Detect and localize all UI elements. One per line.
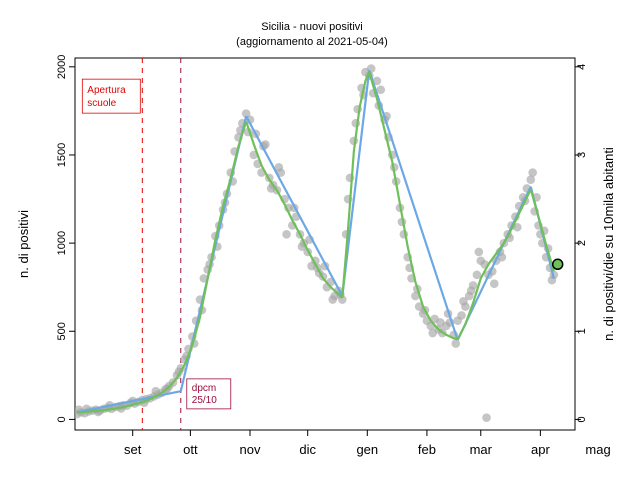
ytick-label-left: 0	[56, 416, 68, 422]
annotation-text: scuole	[87, 98, 116, 109]
xtick-label: dic	[299, 442, 316, 457]
ytick-label-left: 2000	[56, 55, 68, 79]
scatter-point	[457, 311, 466, 320]
scatter-point	[328, 295, 337, 304]
chart-background	[0, 0, 625, 500]
ylabel-left: n. di positivi	[16, 210, 31, 278]
annotation-text: Apertura	[87, 85, 126, 96]
scatter-point	[282, 230, 291, 239]
chart-title-2: (aggiornamento al 2021-05-04)	[236, 36, 388, 48]
xtick-label: nov	[240, 442, 261, 457]
xtick-label: mar	[470, 442, 493, 457]
xtick-label: gen	[356, 442, 378, 457]
scatter-point	[428, 329, 437, 338]
scatter-point	[459, 297, 468, 306]
xtick-label: set	[124, 442, 142, 457]
annotation-text: 25/10	[192, 395, 217, 406]
scatter-point	[475, 248, 484, 257]
ytick-label-right: 2	[576, 240, 588, 246]
xtick-label: feb	[418, 442, 436, 457]
ytick-label-right: 4	[576, 64, 588, 70]
annotation-text: dpcm	[192, 383, 216, 394]
scatter-point	[376, 85, 385, 94]
ytick-label-right: 0	[576, 416, 588, 422]
xtick-label: ott	[183, 442, 198, 457]
scatter-point	[451, 339, 460, 348]
ylabel-right: n. di positivi/die su 10mila abitanti	[601, 147, 616, 341]
latest-point-marker	[553, 259, 563, 269]
scatter-point	[528, 168, 537, 177]
ytick-label-right: 3	[576, 152, 588, 158]
ytick-label-left: 1000	[56, 231, 68, 255]
scatter-point	[548, 276, 557, 285]
chart-title-1: Sicilia - nuovi positivi	[261, 21, 362, 33]
scatter-point	[467, 286, 476, 295]
scatter-point	[436, 318, 445, 327]
xtick-label: mag	[585, 442, 610, 457]
ytick-label-left: 1500	[56, 143, 68, 167]
scatter-point	[482, 413, 491, 422]
ytick-label-right: 1	[576, 328, 588, 334]
ytick-label-left: 500	[56, 322, 68, 340]
xtick-label: apr	[531, 442, 550, 457]
scatter-point	[490, 279, 499, 288]
